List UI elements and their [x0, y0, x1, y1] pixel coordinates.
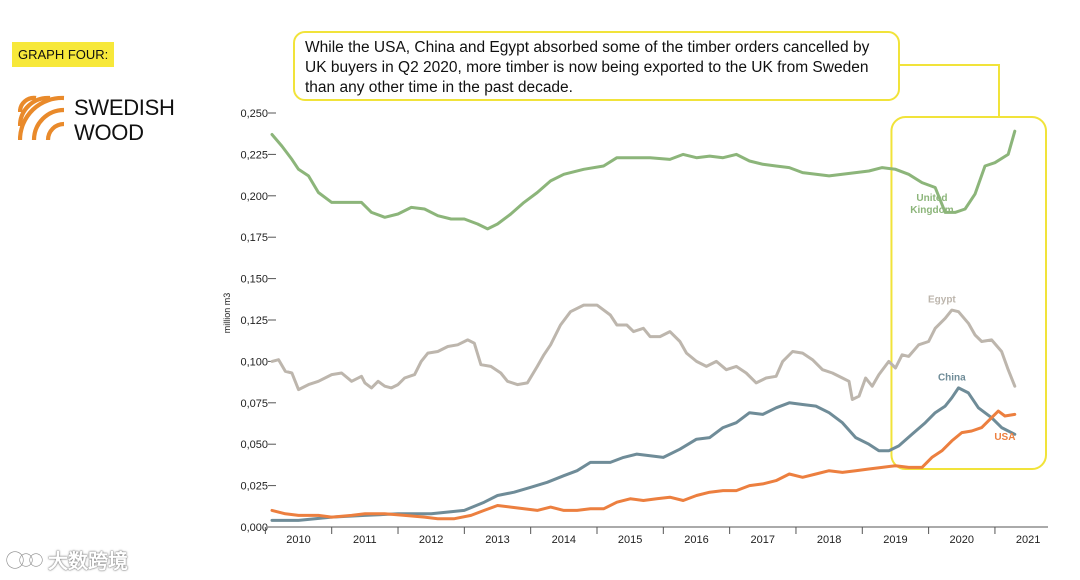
brand-line-1: SWEDISH: [74, 95, 175, 120]
y-tick-label: 0,000: [240, 522, 268, 534]
series-label-egypt: Egypt: [928, 295, 956, 306]
graph-number-tag: GRAPH FOUR:: [12, 42, 115, 67]
brand-logo: SWEDISH WOOD: [18, 94, 218, 150]
y-tick-label: 0,175: [240, 232, 268, 244]
series-line-egypt: [270, 303, 1017, 401]
series-label-china: China: [938, 372, 966, 383]
y-tick-label: 0,225: [240, 149, 268, 161]
x-tick-label: 2017: [751, 534, 775, 546]
brand-name: SWEDISH WOOD: [74, 95, 175, 145]
x-tick-label: 2021: [1016, 534, 1040, 546]
series-label-line: Kingdom: [910, 205, 953, 216]
y-tick-label: 0,050: [240, 439, 268, 451]
series-label-united-kingdom: United Kingdom: [910, 193, 953, 216]
series-line-usa: [270, 409, 1017, 521]
x-tick-label: 2020: [950, 534, 974, 546]
x-tick-label: 2016: [684, 534, 708, 546]
x-tick-label: 2018: [817, 534, 841, 546]
x-tick-label: 2015: [618, 534, 642, 546]
series-line-china: [270, 386, 1017, 522]
y-axis-label: million m3: [222, 293, 232, 334]
series-label-line: United: [916, 193, 947, 204]
y-tick-label: 0,025: [240, 481, 268, 493]
watermark: 大数跨境: [6, 545, 128, 574]
x-tick-label: 2014: [552, 534, 576, 546]
swedish-wood-logo-icon: [18, 95, 65, 141]
series-label-line: China: [938, 372, 966, 383]
x-tick-label: 2010: [286, 534, 310, 546]
watermark-logo-icon: [6, 550, 43, 569]
brand-line-2: WOOD: [74, 120, 144, 145]
series-line-united-kingdom: [270, 129, 1017, 231]
y-tick-label: 0,250: [240, 108, 268, 120]
highlight-box: [890, 116, 1048, 470]
y-tick-label: 0,125: [240, 315, 268, 327]
y-tick-label: 0,100: [240, 356, 268, 368]
y-tick-label: 0,200: [240, 191, 268, 203]
x-tick-label: 2012: [419, 534, 443, 546]
watermark-text: 大数跨境: [48, 549, 128, 573]
series-label-line: USA: [994, 432, 1015, 443]
y-tick-label: 0,075: [240, 398, 268, 410]
y-tick-label: 0,150: [240, 274, 268, 286]
x-tick-label: 2019: [883, 534, 907, 546]
callout-connector: [900, 64, 1000, 117]
annotation-callout: While the USA, China and Egypt absorbed …: [293, 31, 900, 101]
series-label-line: Egypt: [928, 295, 956, 306]
x-tick-label: 2011: [353, 534, 377, 546]
x-tick-label: 2013: [485, 534, 509, 546]
series-label-usa: USA: [994, 432, 1015, 443]
